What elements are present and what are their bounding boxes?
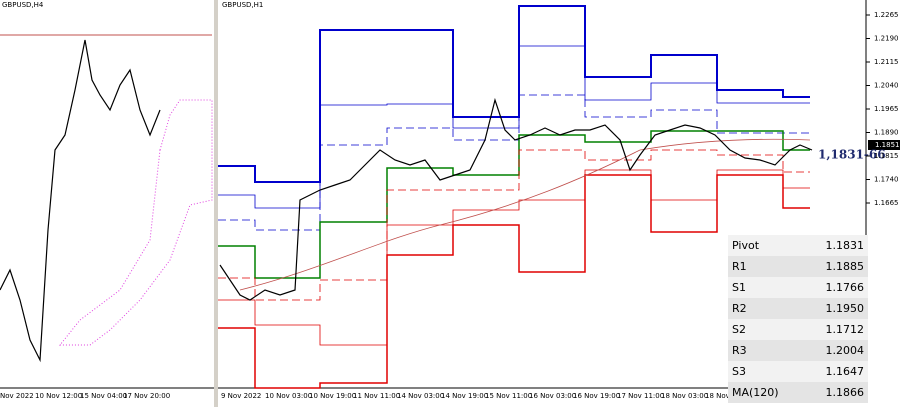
price-label: 1.2115 xyxy=(874,58,899,66)
r2-line xyxy=(218,45,810,209)
time-label: 18 Nov 03:00 xyxy=(661,392,708,400)
row-value: 1.1885 xyxy=(826,260,865,273)
row-value: 1.1712 xyxy=(826,323,865,336)
price-label: 1.1740 xyxy=(874,176,899,184)
row-label: S3 xyxy=(732,365,746,378)
row-value: 1.1831 xyxy=(826,239,865,252)
time-label: 17 Nov 20:00 xyxy=(123,392,170,400)
time-label: 10 Nov 19:00 xyxy=(309,392,356,400)
r1-line xyxy=(218,94,810,231)
price-label: 1.1890 xyxy=(874,129,899,137)
annotation: 1,1831-66 xyxy=(818,148,886,162)
table-row xyxy=(728,298,868,319)
price-label: 1.1815 xyxy=(874,152,899,160)
time-label: 17 Nov 11:00 xyxy=(617,392,664,400)
symbol: GBPUSD,H1 xyxy=(222,1,263,9)
time-label: 10 Nov 12:00 xyxy=(35,392,82,400)
separator xyxy=(214,0,218,407)
s3-line xyxy=(218,174,810,389)
time-label: 10 Nov 03:00 xyxy=(265,392,312,400)
price-label: 1.1665 xyxy=(874,199,899,207)
time-label: 14 Nov 03:00 xyxy=(397,392,444,400)
current-price: 1.1851 xyxy=(875,141,900,149)
time-label: 14 Nov 19:00 xyxy=(441,392,488,400)
time-label: 9 Nov 2022 xyxy=(221,392,261,400)
row-value: 1.2004 xyxy=(826,344,865,357)
time-label: 16 Nov 19:00 xyxy=(573,392,620,400)
row-label: S2 xyxy=(732,323,746,336)
time-label: 11 Nov 11:00 xyxy=(353,392,400,400)
row-label: MA(120) xyxy=(732,386,779,399)
time-label: Nov 2022 xyxy=(0,392,34,400)
time-label: 15 Nov 11:00 xyxy=(485,392,532,400)
price-path xyxy=(0,39,161,363)
time-label: 18 Nov 1 xyxy=(705,392,736,400)
row-value: 1.1950 xyxy=(826,302,865,315)
row-label: R1 xyxy=(732,260,747,273)
ichimoku-cloud xyxy=(58,99,213,346)
row-value: 1.1766 xyxy=(826,281,865,294)
row-label: R3 xyxy=(732,344,747,357)
row-value: 1.1647 xyxy=(826,365,865,378)
time-label: 16 Nov 03:00 xyxy=(529,392,576,400)
row-value: 1.1866 xyxy=(826,386,865,399)
price-label: 1.1965 xyxy=(874,105,899,113)
s1-line xyxy=(218,149,810,301)
price-label: 1.2190 xyxy=(874,35,899,43)
price-path xyxy=(219,97,813,301)
row-label: S1 xyxy=(732,281,746,294)
price-label: 1.2265 xyxy=(874,11,899,19)
left-panel: GBPUSD,H4 xyxy=(0,1,214,389)
time-label: 15 Nov 04:00 xyxy=(80,392,127,400)
table-row xyxy=(728,256,868,277)
row-label: Pivot xyxy=(732,239,760,252)
row-label: R2 xyxy=(732,302,747,315)
price-label: 1.2040 xyxy=(874,82,899,90)
symbol: GBPUSD,H4 xyxy=(2,1,44,9)
ma-line xyxy=(239,138,811,291)
table-row xyxy=(728,382,868,403)
current-price-box xyxy=(868,140,900,150)
table-row xyxy=(728,340,868,361)
